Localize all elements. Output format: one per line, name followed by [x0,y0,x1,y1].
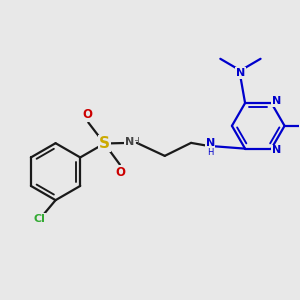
Text: O: O [82,108,92,121]
Text: O: O [116,166,126,179]
Text: Cl: Cl [33,214,45,224]
Text: N: N [272,96,281,106]
Text: S: S [99,136,110,151]
Text: N: N [125,137,134,147]
Text: N: N [236,68,245,78]
Text: H: H [207,148,213,157]
Text: H: H [132,137,139,146]
Text: N: N [272,146,281,155]
Text: N: N [206,138,215,148]
